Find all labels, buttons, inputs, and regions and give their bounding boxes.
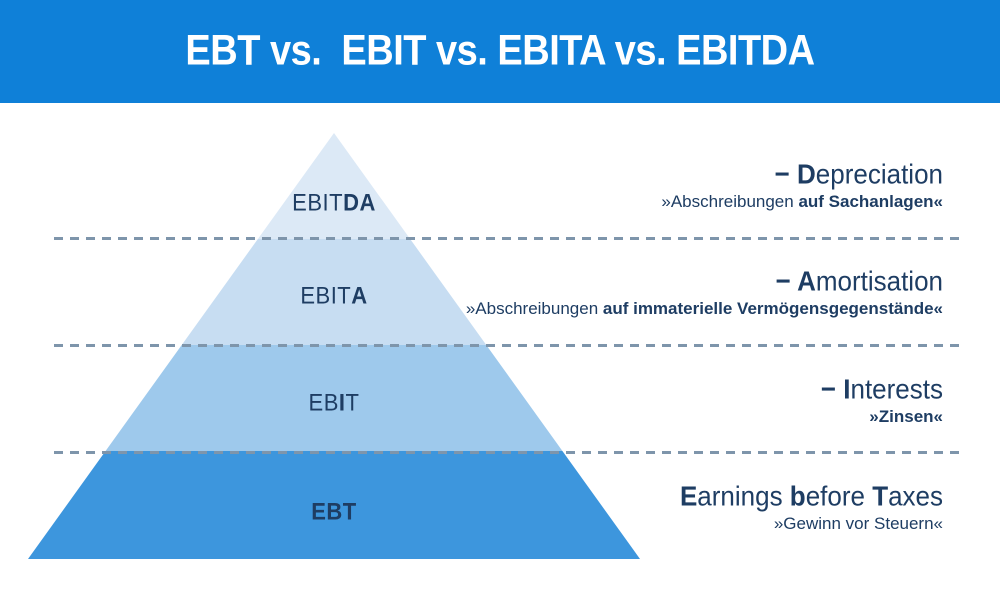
annotation-interests: − Interests »Zinsen« (820, 372, 943, 428)
pyramid-layer-ebit: EBIT (28, 345, 640, 451)
pyramid-layer-ebitda: EBITDA (28, 133, 640, 239)
pyramid-layer-ebt: EBT (28, 451, 640, 559)
pyramid-label-ebit: EBIT (308, 388, 360, 416)
annotation-depreciation-subtitle: »Abschreibungen auf Sachanlagen« (661, 192, 943, 211)
pyramid-label-ebt: EBT (311, 497, 357, 525)
page-title: EBT vs. EBIT vs. EBITA vs. EBITDA (185, 27, 815, 75)
annotation-earnings-before-taxes-title: Earnings before Taxes (679, 479, 943, 513)
header-banner: EBT vs. EBIT vs. EBITA vs. EBITDA (0, 0, 1000, 103)
pyramid-label-ebita: EBITA (300, 281, 368, 309)
pyramid-label-ebitda: EBITDA (292, 188, 376, 216)
annotation-depreciation-title: − Depreciation (774, 157, 943, 191)
annotation-earnings-before-taxes: Earnings before Taxes »Gewinn vor Steuer… (679, 479, 943, 535)
annotation-depreciation: − Depreciation »Abschreibungen auf Sacha… (661, 157, 943, 213)
dashed-divider-2 (54, 344, 965, 347)
annotation-amortisation-subtitle: »Abschreibungen auf immaterielle Vermöge… (465, 299, 943, 318)
annotation-interests-subtitle: »Zinsen« (869, 407, 943, 426)
annotation-amortisation-title: − Amortisation (775, 264, 943, 298)
annotation-amortisation: − Amortisation »Abschreibungen auf immat… (465, 264, 943, 320)
dashed-divider-3 (54, 451, 965, 454)
dashed-divider-1 (54, 237, 965, 240)
annotation-earnings-before-taxes-subtitle: »Gewinn vor Steuern« (773, 514, 943, 533)
annotation-interests-title: − Interests (820, 372, 943, 406)
